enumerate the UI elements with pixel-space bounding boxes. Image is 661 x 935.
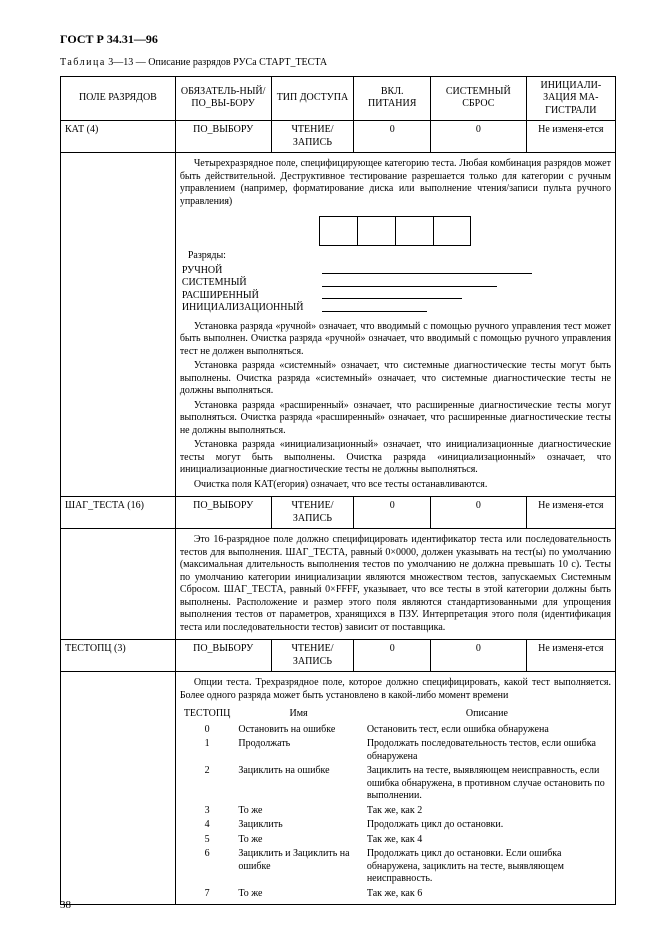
testopc-access: ЧТЕНИЕ/ ЗАПИСЬ <box>271 640 354 672</box>
shag-name: ШАГ_ТЕСТА (16) <box>61 497 176 529</box>
row-testopc: ТЕСТОПЦ (3) ПО_ВЫБОРУ ЧТЕНИЕ/ ЗАПИСЬ 0 0… <box>61 640 616 672</box>
inner-h2: Имя <box>234 706 362 723</box>
inner-desc: Продолжать цикл до остановки. <box>363 818 611 833</box>
kat-name: КАТ (4) <box>61 121 176 153</box>
inner-name: То же <box>234 804 362 819</box>
col-power: ВКЛ. ПИТАНИЯ <box>354 76 431 121</box>
inner-name: Зациклить <box>234 818 362 833</box>
inner-name: Зациклить и Зациклить на ошибке <box>234 847 362 887</box>
inner-row: 4ЗациклитьПродолжать цикл до остановки. <box>180 818 611 833</box>
inner-name: Зациклить на ошибке <box>234 764 362 804</box>
inner-row: 7То жеТак же, как 6 <box>180 887 611 902</box>
inner-desc: Так же, как 2 <box>363 804 611 819</box>
table-caption: Таблица 3—13 — Описание разрядов РУСа СТ… <box>60 57 616 70</box>
row-kat: КАТ (4) ПО_ВЫБОРУ ЧТЕНИЕ/ ЗАПИСЬ 0 0 Не … <box>61 121 616 153</box>
bit-label-3: ИНИЦИАЛИЗАЦИОННЫЙ <box>182 302 322 315</box>
inner-row: 5То жеТак же, как 4 <box>180 833 611 848</box>
bit-label-0: РУЧНОЙ <box>182 265 322 278</box>
inner-desc: Зациклить на тесте, выявляющем неисправн… <box>363 764 611 804</box>
inner-row: 3То жеТак же, как 2 <box>180 804 611 819</box>
row-shag: ШАГ_ТЕСТА (16) ПО_ВЫБОРУ ЧТЕНИЕ/ ЗАПИСЬ … <box>61 497 616 529</box>
col-sysreset: СИСТЕМНЫЙ СБРОС <box>430 76 526 121</box>
kat-desc-top: Четырехразрядное поле, специфицирующее к… <box>180 158 611 208</box>
inner-desc: Продолжать цикл до остановки. Если ошибк… <box>363 847 611 887</box>
kat-para-2: Установка разряда «расширенный» означает… <box>180 400 611 438</box>
testopc-description: Опции теста. Трехразрядное поле, которое… <box>175 672 615 905</box>
inner-name: Продолжать <box>234 737 362 764</box>
inner-h1: ТЕСТОПЦ <box>180 706 235 723</box>
inner-val: 3 <box>180 804 235 819</box>
inner-desc: Остановить тест, если ошибка обнаружена <box>363 723 611 738</box>
inner-val: 2 <box>180 764 235 804</box>
inner-name: То же <box>234 887 362 902</box>
inner-desc: Так же, как 6 <box>363 887 611 902</box>
shag-desc-text: Это 16-разрядное поле должно специфициро… <box>180 534 611 634</box>
inner-val: 5 <box>180 833 235 848</box>
kat-bus: Не изменя-ется <box>526 121 615 153</box>
shag-sys: 0 <box>430 497 526 529</box>
kat-pwr: 0 <box>354 121 431 153</box>
doc-header: ГОСТ Р 34.31—96 <box>60 32 616 47</box>
kat-para-0: Установка разряда «ручной» означает, что… <box>180 321 611 359</box>
bit-diagram: Разряды: РУЧНОЙ СИСТЕМНЫЙ РАСШИРЕННЫЙ ИН… <box>180 210 611 319</box>
inner-val: 1 <box>180 737 235 764</box>
col-access: ТИП ДОСТУПА <box>271 76 354 121</box>
testopc-bus: Не изменя-ется <box>526 640 615 672</box>
inner-name: То же <box>234 833 362 848</box>
inner-val: 7 <box>180 887 235 902</box>
col-businit: ИНИЦИАЛИ-ЗАЦИЯ МА-ГИСТРАЛИ <box>526 76 615 121</box>
kat-sys: 0 <box>430 121 526 153</box>
inner-row: 0Остановить на ошибкеОстановить тест, ес… <box>180 723 611 738</box>
kat-para-4: Очистка поля КАТ(егория) означает, что в… <box>180 479 611 492</box>
kat-para-3: Установка разряда «инициализационный» оз… <box>180 439 611 477</box>
bit-boxes <box>182 216 609 246</box>
kat-para-1: Установка разряда «системный» означает, … <box>180 360 611 398</box>
testopc-pwr: 0 <box>354 640 431 672</box>
bit-label-1: СИСТЕМНЫЙ <box>182 277 322 290</box>
col-mandatory: ОБЯЗАТЕЛЬ-НЫЙ/ПО_ВЫ-БОРУ <box>175 76 271 121</box>
inner-row: 6Зациклить и Зациклить на ошибкеПродолжа… <box>180 847 611 887</box>
inner-val: 0 <box>180 723 235 738</box>
page-number: 38 <box>60 899 71 913</box>
testopc-name: ТЕСТОПЦ (3) <box>61 640 176 672</box>
shag-side-empty <box>61 529 176 640</box>
inner-desc: Так же, как 4 <box>363 833 611 848</box>
bit-label-2: РАСШИРЕННЫЙ <box>182 290 322 303</box>
shag-mand: ПО_ВЫБОРУ <box>175 497 271 529</box>
shag-access: ЧТЕНИЕ/ ЗАПИСЬ <box>271 497 354 529</box>
inner-name: Остановить на ошибке <box>234 723 362 738</box>
kat-description: Четырехразрядное поле, специфицирующее к… <box>175 153 615 497</box>
inner-row: 1ПродолжатьПродолжать последовательность… <box>180 737 611 764</box>
table-header-row: ПОЛЕ РАЗРЯДОВ ОБЯЗАТЕЛЬ-НЫЙ/ПО_ВЫ-БОРУ Т… <box>61 76 616 121</box>
testopc-side-empty <box>61 672 176 905</box>
testopc-mand: ПО_ВЫБОРУ <box>175 640 271 672</box>
inner-val: 4 <box>180 818 235 833</box>
kat-mand: ПО_ВЫБОРУ <box>175 121 271 153</box>
col-field: ПОЛЕ РАЗРЯДОВ <box>61 76 176 121</box>
inner-val: 6 <box>180 847 235 887</box>
kat-side-empty <box>61 153 176 497</box>
testopc-inner-table: ТЕСТОПЦ Имя Описание 0Остановить на ошиб… <box>180 706 611 901</box>
inner-desc: Продолжать последовательность тестов, ес… <box>363 737 611 764</box>
shag-bus: Не изменя-ется <box>526 497 615 529</box>
inner-row: 2Зациклить на ошибкеЗациклить на тесте, … <box>180 764 611 804</box>
testopc-sys: 0 <box>430 640 526 672</box>
shag-description: Это 16-разрядное поле должно специфициро… <box>175 529 615 640</box>
testopc-intro: Опции теста. Трехразрядное поле, которое… <box>180 677 611 702</box>
inner-h3: Описание <box>363 706 611 723</box>
shag-pwr: 0 <box>354 497 431 529</box>
main-table: ПОЛЕ РАЗРЯДОВ ОБЯЗАТЕЛЬ-НЫЙ/ПО_ВЫ-БОРУ Т… <box>60 76 616 906</box>
kat-access: ЧТЕНИЕ/ ЗАПИСЬ <box>271 121 354 153</box>
